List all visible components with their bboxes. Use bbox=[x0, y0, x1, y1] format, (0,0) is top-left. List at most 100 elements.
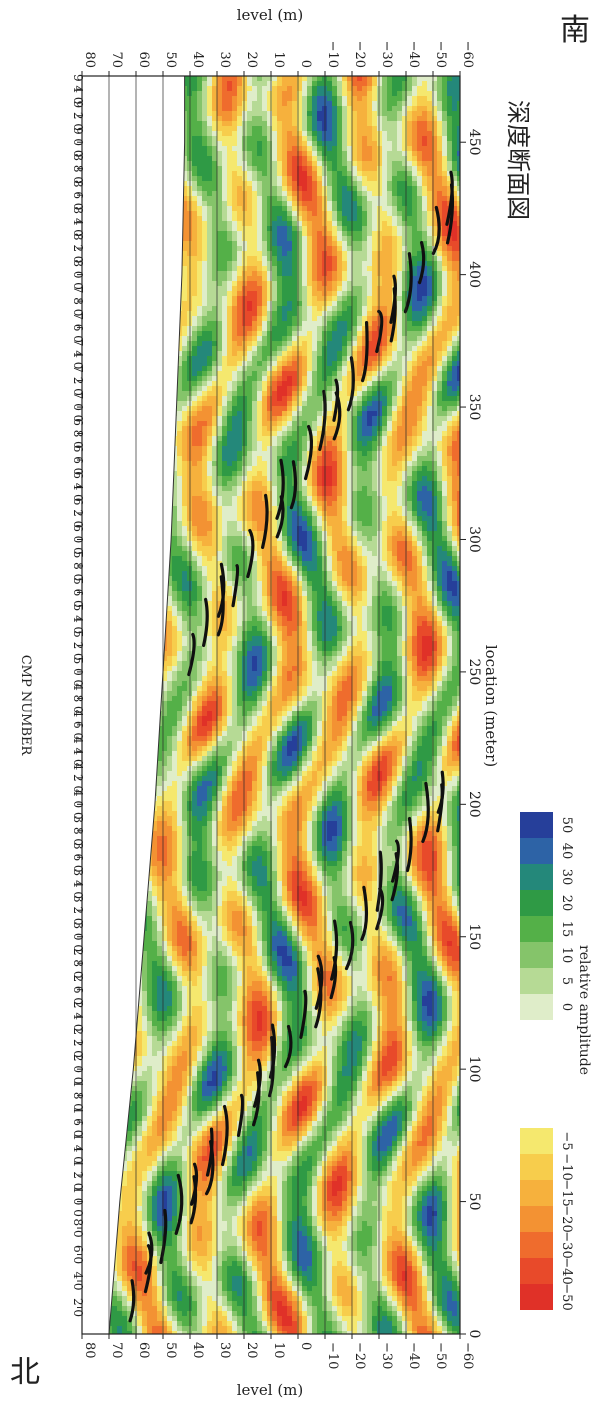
heatmap-cell bbox=[192, 316, 197, 321]
heatmap-cell bbox=[182, 346, 187, 351]
heatmap-cell bbox=[312, 311, 317, 316]
heatmap-cell bbox=[317, 476, 322, 481]
heatmap-cell bbox=[322, 366, 327, 371]
heatmap-cell bbox=[202, 416, 207, 421]
heatmap-cell bbox=[307, 406, 312, 411]
heatmap-cell bbox=[347, 506, 352, 511]
heatmap-cell bbox=[242, 441, 247, 446]
heatmap-cell bbox=[232, 366, 237, 371]
heatmap-cell bbox=[257, 281, 262, 286]
heatmap-cell bbox=[407, 496, 412, 501]
heatmap-cell bbox=[222, 441, 227, 446]
heatmap-cell bbox=[417, 101, 422, 106]
heatmap-cell bbox=[252, 246, 257, 251]
heatmap-cell bbox=[432, 396, 437, 401]
heatmap-cell bbox=[192, 496, 197, 501]
heatmap-cell bbox=[242, 461, 247, 466]
heatmap-cell bbox=[257, 76, 262, 81]
heatmap-cell bbox=[392, 491, 397, 496]
heatmap-cell bbox=[362, 496, 367, 501]
heatmap-cell bbox=[402, 471, 407, 476]
heatmap-cell bbox=[432, 276, 437, 281]
heatmap-cell bbox=[217, 231, 222, 236]
heatmap-cell bbox=[262, 181, 267, 186]
heatmap-cell bbox=[302, 301, 307, 306]
heatmap-cell bbox=[272, 346, 277, 351]
heatmap-cell bbox=[342, 296, 347, 301]
heatmap-cell bbox=[402, 96, 407, 101]
heatmap-cell bbox=[237, 336, 242, 341]
heatmap-cell bbox=[247, 106, 252, 111]
heatmap-cell bbox=[392, 256, 397, 261]
heatmap-cell bbox=[287, 151, 292, 156]
heatmap-cell bbox=[447, 296, 452, 301]
heatmap-cell bbox=[342, 301, 347, 306]
heatmap-cell bbox=[247, 286, 252, 291]
heatmap-cell bbox=[212, 466, 217, 471]
heatmap-cell bbox=[212, 86, 217, 91]
heatmap-cell bbox=[237, 171, 242, 176]
heatmap-cell bbox=[317, 406, 322, 411]
heatmap-cell bbox=[257, 431, 262, 436]
heatmap-cell bbox=[417, 296, 422, 301]
heatmap-cell bbox=[377, 141, 382, 146]
heatmap-cell bbox=[402, 461, 407, 466]
heatmap-cell bbox=[437, 471, 442, 476]
heatmap-cell bbox=[372, 321, 377, 326]
heatmap-cell bbox=[287, 496, 292, 501]
heatmap-cell bbox=[222, 331, 227, 336]
heatmap-cell bbox=[412, 381, 417, 386]
heatmap-cell bbox=[347, 331, 352, 336]
heatmap-cell bbox=[307, 121, 312, 126]
heatmap-cell bbox=[432, 296, 437, 301]
heatmap-cell bbox=[257, 366, 262, 371]
heatmap-cell bbox=[247, 111, 252, 116]
heatmap-cell bbox=[312, 441, 317, 446]
heatmap-cell bbox=[402, 306, 407, 311]
heatmap-cell bbox=[337, 381, 342, 386]
heatmap-cell bbox=[272, 251, 277, 256]
heatmap-cell bbox=[417, 496, 422, 501]
heatmap-cell bbox=[437, 406, 442, 411]
heatmap-cell bbox=[272, 441, 277, 446]
heatmap-cell bbox=[332, 486, 337, 491]
heatmap-cell bbox=[427, 406, 432, 411]
heatmap-cell bbox=[202, 286, 207, 291]
heatmap-cell bbox=[442, 421, 447, 426]
heatmap-cell bbox=[252, 86, 257, 91]
heatmap-cell bbox=[457, 351, 460, 356]
heatmap-cell bbox=[392, 141, 397, 146]
heatmap-cell bbox=[332, 451, 337, 456]
heatmap-cell bbox=[367, 176, 372, 181]
heatmap-cell bbox=[237, 321, 242, 326]
heatmap-cell bbox=[227, 501, 232, 506]
heatmap-cell bbox=[207, 251, 212, 256]
heatmap-cell bbox=[242, 281, 247, 286]
heatmap-cell bbox=[417, 266, 422, 271]
heatmap-cell bbox=[297, 101, 302, 106]
heatmap-cell bbox=[442, 491, 447, 496]
heatmap-cell bbox=[312, 186, 317, 191]
heatmap-cell bbox=[187, 331, 192, 336]
heatmap-cell bbox=[197, 111, 202, 116]
heatmap-cell bbox=[257, 371, 262, 376]
heatmap-cell bbox=[287, 506, 292, 511]
heatmap-cell bbox=[242, 471, 247, 476]
heatmap-cell bbox=[187, 141, 192, 146]
heatmap-cell bbox=[367, 361, 372, 366]
heatmap-cell bbox=[347, 161, 352, 166]
heatmap-cell bbox=[292, 316, 297, 321]
heatmap-cell bbox=[382, 216, 387, 221]
south-label: 南 bbox=[560, 13, 590, 48]
heatmap-cell bbox=[447, 356, 452, 361]
heatmap-cell bbox=[447, 411, 452, 416]
heatmap-cell bbox=[307, 391, 312, 396]
heatmap-cell bbox=[337, 386, 342, 391]
heatmap-cell bbox=[377, 506, 382, 511]
heatmap-cell bbox=[222, 356, 227, 361]
heatmap-cell bbox=[402, 491, 407, 496]
heatmap-cell bbox=[332, 376, 337, 381]
heatmap-cell bbox=[207, 116, 212, 121]
heatmap-cell bbox=[202, 146, 207, 151]
heatmap-cell bbox=[262, 476, 267, 481]
